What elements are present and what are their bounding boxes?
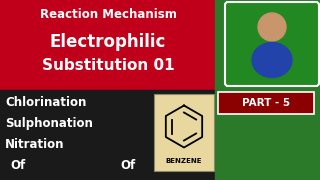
- Text: Reaction Mechanism: Reaction Mechanism: [40, 8, 176, 21]
- FancyBboxPatch shape: [154, 94, 214, 171]
- Text: Electrophilic: Electrophilic: [50, 33, 166, 51]
- Bar: [0, 90, 215, 180]
- Text: PART - 5: PART - 5: [242, 98, 290, 108]
- Bar: [215, 0, 320, 180]
- Ellipse shape: [252, 42, 292, 78]
- Bar: [0, 0, 320, 90]
- Circle shape: [258, 13, 286, 41]
- FancyBboxPatch shape: [218, 92, 314, 114]
- Text: BENZENE: BENZENE: [166, 158, 202, 164]
- Text: Of: Of: [120, 159, 135, 172]
- FancyBboxPatch shape: [225, 2, 319, 86]
- Text: Substitution 01: Substitution 01: [42, 58, 174, 73]
- Text: Nitration: Nitration: [5, 138, 65, 151]
- Text: Sulphonation: Sulphonation: [5, 117, 93, 130]
- Text: Of: Of: [10, 159, 25, 172]
- Text: Chlorination: Chlorination: [5, 96, 86, 109]
